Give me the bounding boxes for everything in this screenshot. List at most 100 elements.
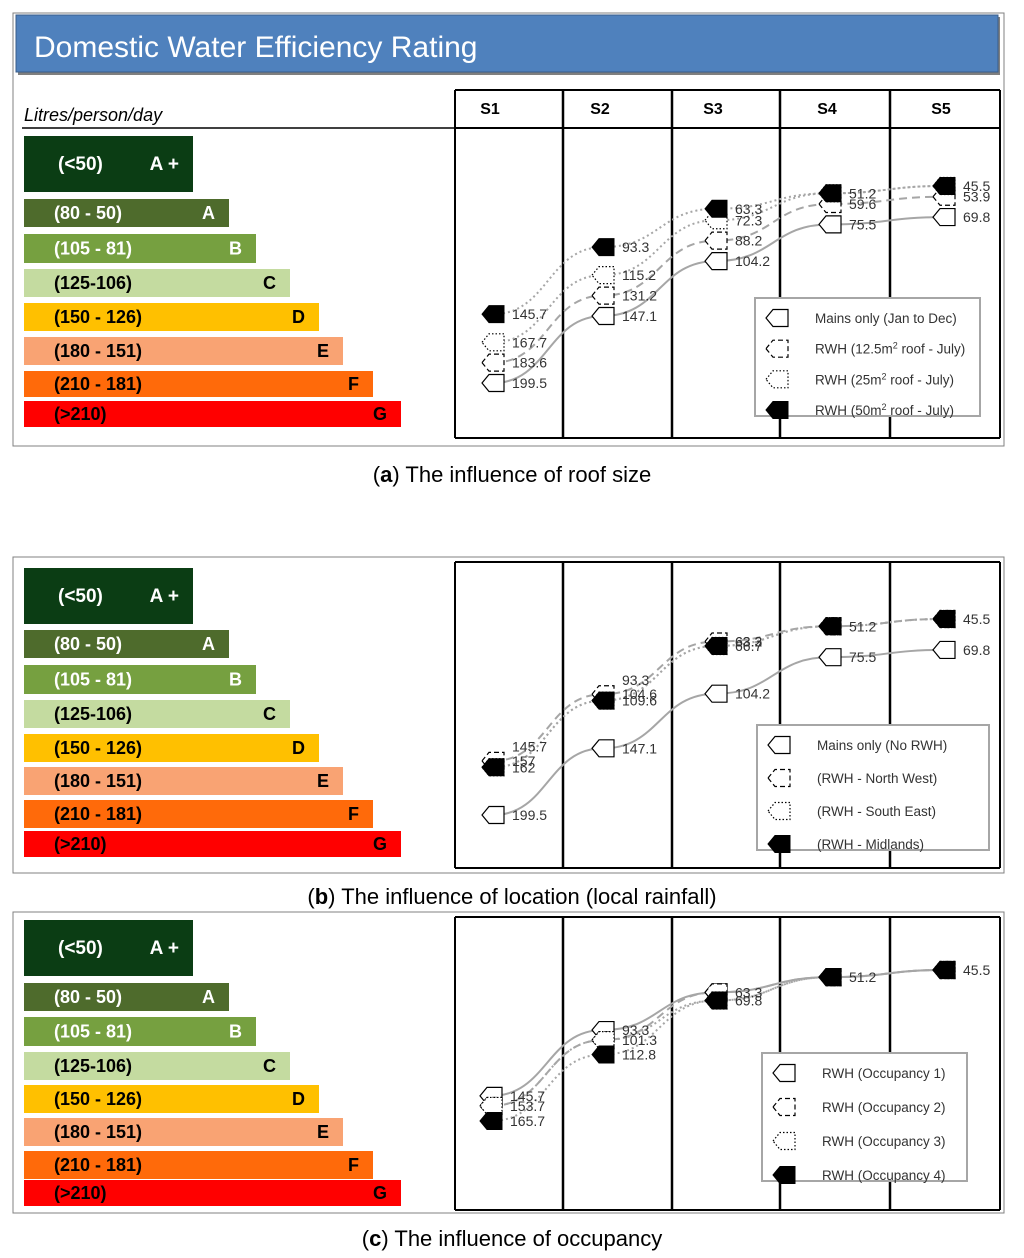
panel-a-series-3-point-4	[932, 177, 956, 195]
panel-b-band-0	[24, 568, 193, 624]
panel-c-legend-label-2: RWH (Occupancy 3)	[822, 1134, 946, 1149]
panel-b-series-0-point-0	[481, 805, 505, 825]
panel-a-data-label-12: 51.2	[849, 185, 876, 201]
panel-b-data-label-2: 162	[512, 759, 536, 775]
panel-c-data-label-1: 153.7	[510, 1098, 545, 1114]
panel-a-legend-box	[754, 297, 981, 417]
panel-c-data-label-8: 51.2	[849, 969, 876, 985]
panel-b-data-label-3: 199.5	[512, 807, 547, 823]
panel-c-band-7-grade: G	[373, 1183, 387, 1203]
panel-a-unit-label: Litres/person/day	[24, 105, 163, 125]
panel-b-band-0-grade: A +	[150, 586, 179, 607]
panel-a-data-label-5: 115.2	[622, 267, 656, 283]
panel-a-legend-marker-2	[765, 370, 789, 389]
panel-b	[12, 556, 1005, 874]
panel-a: Domestic Water Efficiency Rating Litres/…	[12, 12, 1005, 447]
panel-b-band-0-range: (<50)	[58, 586, 103, 607]
panel-a-band-0-grade: A +	[150, 154, 179, 175]
panel-b-series-0-point-1	[591, 739, 615, 758]
panel-b-band-4	[24, 734, 319, 762]
panel-a-data-label-14: 75.5	[849, 216, 876, 232]
panel-b-band-5-grade: E	[317, 771, 329, 791]
panel-a-band-6-range: (210 - 181)	[54, 374, 142, 394]
panel-a-series-2-point-0	[481, 333, 505, 352]
panel-b-band-6-grade: F	[348, 804, 359, 824]
panel-c-legend-marker-3	[772, 1166, 796, 1184]
panel-a-series-3-point-3	[818, 184, 842, 203]
panel-b-data-label-8: 63.3	[735, 634, 762, 650]
panel-a-data-label-10: 88.2	[735, 233, 762, 249]
panel-c-data-label-7: 69.8	[735, 993, 762, 1009]
panel-b-band-2-grade: B	[229, 670, 242, 690]
panel-c-series-3-point-1	[591, 1045, 615, 1064]
panel-a-series-0-point-0	[481, 373, 505, 393]
panel-b-band-6-range: (210 - 181)	[54, 804, 142, 824]
panel-a-legend-marker-3	[765, 401, 789, 419]
panel-a-scenario-label-3: S4	[817, 101, 837, 118]
panel-a-band-3-range: (125-106)	[54, 273, 132, 293]
panel-c-band-4-grade: D	[292, 1089, 305, 1109]
panel-c-band-3-grade: C	[263, 1056, 276, 1076]
panel-c-data-label-9: 45.5	[963, 962, 990, 978]
panel-a-data-label-11: 104.2	[735, 253, 770, 269]
panel-c-band-2-grade: B	[229, 1022, 242, 1042]
panel-b-data-label-10: 66.7	[735, 638, 762, 654]
panel-b-band-4-range: (150 - 126)	[54, 738, 142, 758]
panel-a-scenario-label-0: S1	[480, 101, 500, 118]
panel-a-band-2-range: (105 - 81)	[54, 239, 132, 259]
panel-a-data-label-17: 69.8	[963, 209, 990, 225]
panel-b-band-1	[24, 630, 229, 658]
panel-a-band-3-grade: C	[263, 273, 276, 293]
panel-b-band-6	[24, 800, 373, 828]
panel-a-series-0-point-1	[591, 306, 615, 326]
panel-a-band-4-range: (150 - 126)	[54, 307, 142, 327]
panel-c-band-1	[24, 983, 229, 1011]
panel-a-legend-marker-1	[765, 339, 789, 358]
panel-c-band-7	[24, 1180, 401, 1206]
panel-b-series-3-point-2	[704, 636, 728, 655]
panel-b-legend-marker-0	[767, 735, 791, 755]
panel-a-series-0-point-3	[818, 215, 842, 234]
panel-c-legend-marker-2	[772, 1131, 796, 1151]
panel-c-band-5-range: (180 - 151)	[54, 1122, 142, 1142]
panel-c-band-7-range: (>210)	[54, 1183, 107, 1203]
panel-a-series-3-point-0	[481, 305, 505, 324]
panel-a-legend-label-2: RWH (25m2 roof - July)	[815, 371, 954, 387]
panel-b-data-label-11: 104.2	[735, 686, 770, 702]
panel-a-data-label-16: 53.9	[963, 189, 990, 205]
panel-b-series-3-point-4	[932, 610, 956, 628]
panel-b-data-label-14: 45.5	[963, 611, 990, 627]
panel-b-series-3-point-1	[591, 691, 615, 710]
panel-a-data-label-3: 199.5	[512, 375, 547, 391]
panel-b-band-4-grade: D	[292, 738, 305, 758]
panel-c-band-1-grade: A	[202, 987, 215, 1007]
panel-c-data-label-2: 165.7	[510, 1113, 545, 1129]
panel-c-caption: (c) The influence of occupancy	[362, 1226, 662, 1251]
panel-b-data-label-7: 147.1	[622, 740, 657, 756]
panel-b-series-3-point-3	[818, 617, 842, 636]
panel-b-data-label-9: 63.2	[735, 634, 762, 650]
panel-b-data-label-6: 109.6	[622, 693, 657, 709]
panel-c-legend-box	[761, 1052, 968, 1182]
panel-a-caption: (a) The influence of roof size	[373, 462, 651, 487]
panel-a-border	[12, 12, 1005, 447]
panel-a-legend-marker-0	[765, 308, 789, 328]
panel-a-band-2-grade: B	[229, 239, 242, 259]
panel-a-data-label-15: 45.5	[963, 178, 990, 194]
panel-b-series-0-point-3	[818, 648, 842, 667]
panel-c-band-0	[24, 920, 193, 976]
panel-a-band-6	[24, 371, 373, 397]
panel-b-series-0-point-2	[704, 684, 728, 703]
panel-b-caption: (b) The influence of location (local rai…	[307, 884, 716, 909]
panel-b-legend-label-1: (RWH - North West)	[817, 771, 937, 786]
panel-a-band-6-grade: F	[348, 374, 359, 394]
panel-a-series-0-point-4	[932, 207, 956, 227]
panel-a-series-3-point-2	[704, 199, 728, 218]
panel-a-scenario-label-1: S2	[590, 101, 610, 118]
panel-b-band-2	[24, 665, 256, 694]
panel-c-series-3-point-3	[818, 968, 842, 987]
panel-b-data-label-13: 75.5	[849, 649, 876, 665]
panel-b-band-1-range: (80 - 50)	[54, 634, 122, 654]
panel-a-band-5-range: (180 - 151)	[54, 341, 142, 361]
panel-b-band-2-range: (105 - 81)	[54, 670, 132, 690]
